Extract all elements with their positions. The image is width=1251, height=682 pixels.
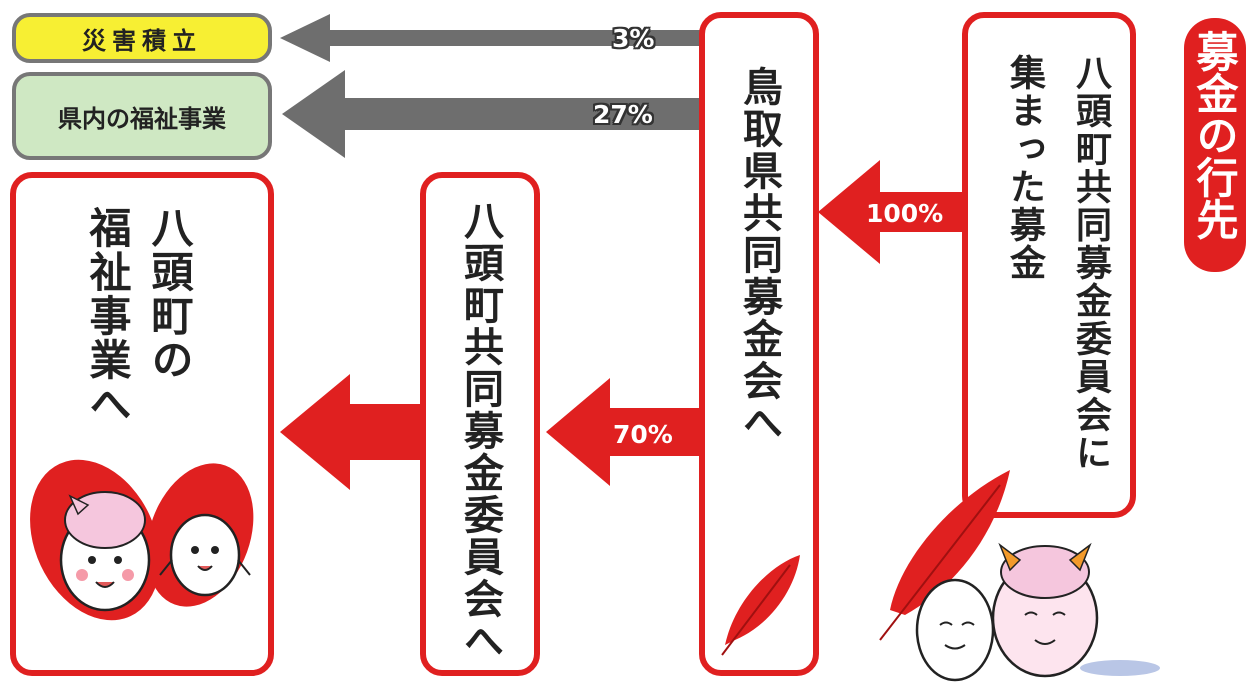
node-town-committee: 八頭町共同募金委員会へ <box>420 172 540 676</box>
flow-label-disaster: 3% <box>612 24 655 53</box>
node-town-welfare-label-line1: 八頭町の <box>145 206 194 382</box>
mascot-icon <box>159 513 251 597</box>
node-prefecture-welfare-label: 県内の福祉事業 <box>58 104 226 133</box>
node-collected-label-line2: 集まった募金 <box>1004 54 1045 282</box>
title-badge: 募金の行先 <box>1184 18 1246 272</box>
page-title: 募金の行先 <box>1190 30 1239 240</box>
mascot-icon <box>59 491 151 612</box>
arrow-to-town-committee <box>546 378 702 486</box>
node-collected-label-line1: 八頭町共同募金委員会に <box>1070 54 1111 472</box>
arrow-to-town-welfare <box>280 374 425 490</box>
node-disaster-fund: 災害積立 <box>12 13 272 63</box>
arrow-to-prefecture <box>818 160 965 264</box>
red-feather-icon <box>879 470 1010 641</box>
flow-label-prefecture: 100% <box>866 199 944 228</box>
flow-label-prefecture-welfare: 27% <box>593 100 653 129</box>
mascot-icon <box>991 542 1160 678</box>
arrow-to-disaster-fund <box>280 14 700 62</box>
node-town-committee-label: 八頭町共同募金委員会へ <box>457 200 503 662</box>
flow-label-town-committee: 70% <box>613 420 673 449</box>
red-feather-icon <box>721 555 800 656</box>
node-disaster-fund-label: 災害積立 <box>82 26 202 55</box>
node-collected: 八頭町共同募金委員会に 集まった募金 <box>962 12 1136 518</box>
node-prefecture-welfare: 県内の福祉事業 <box>12 72 272 160</box>
arrow-to-prefecture-welfare <box>282 70 700 158</box>
node-prefecture-label: 鳥取県共同募金会へ <box>736 66 782 444</box>
node-prefecture: 鳥取県共同募金会へ <box>699 12 819 676</box>
mascot-icon <box>915 578 995 682</box>
node-town-welfare-label-line2: 福祉事業へ <box>83 206 132 426</box>
